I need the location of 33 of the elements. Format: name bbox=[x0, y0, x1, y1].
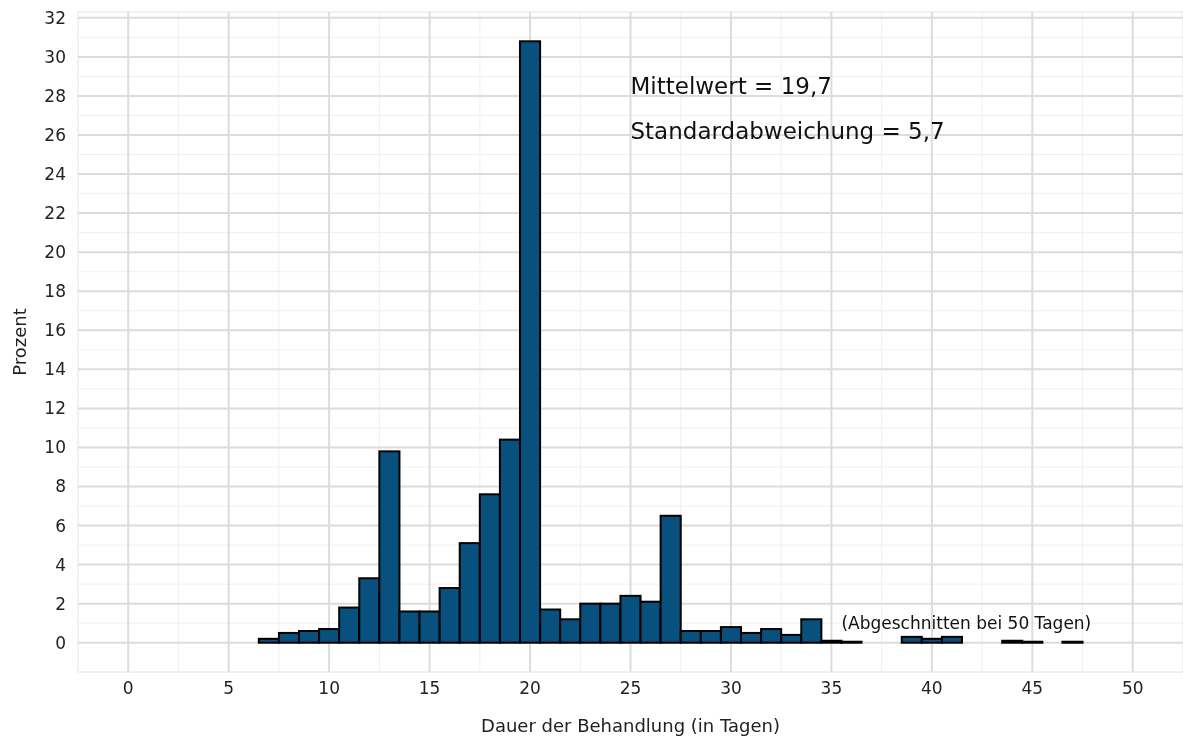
y-tick-label: 6 bbox=[55, 515, 66, 536]
y-tick-label: 32 bbox=[44, 7, 66, 28]
y-tick-label: 20 bbox=[44, 242, 66, 263]
x-tick-label: 30 bbox=[720, 678, 742, 698]
y-tick-label: 0 bbox=[55, 632, 66, 653]
x-tick-label: 50 bbox=[1121, 678, 1144, 698]
y-tick-label: 10 bbox=[44, 437, 66, 458]
y-axis-title: Prozent bbox=[9, 308, 30, 376]
annotation: (Abgeschnitten bei 50 Tagen) bbox=[841, 613, 1092, 634]
y-tick-label: 16 bbox=[44, 320, 66, 341]
x-tick-label: 0 bbox=[122, 678, 134, 698]
y-tick-label: 12 bbox=[44, 398, 66, 419]
x-tick-label: 25 bbox=[619, 678, 642, 698]
x-axis-title: Dauer der Behandlung (in Tagen) bbox=[481, 715, 780, 736]
y-tick-label: 18 bbox=[44, 281, 66, 302]
annotation: Standardabweichung = 5,7 bbox=[630, 117, 945, 144]
x-tick-label: 10 bbox=[318, 678, 340, 698]
y-tick-label: 4 bbox=[55, 554, 66, 575]
x-tick-label: 45 bbox=[1021, 678, 1044, 698]
y-tick-label: 22 bbox=[44, 203, 66, 224]
y-tick-label: 2 bbox=[55, 593, 66, 614]
x-tick-label: 20 bbox=[519, 678, 541, 698]
y-tick-label: 14 bbox=[44, 359, 66, 380]
y-tick-label: 24 bbox=[44, 164, 66, 185]
x-tick-label: 40 bbox=[921, 678, 943, 698]
annotation: Mittelwert = 19,7 bbox=[630, 73, 832, 100]
x-tick-label: 15 bbox=[418, 678, 441, 698]
y-tick-label: 30 bbox=[44, 46, 66, 67]
y-tick-label: 8 bbox=[55, 476, 66, 497]
x-tick-label: 35 bbox=[820, 678, 843, 698]
y-tick-label: 28 bbox=[44, 85, 66, 106]
x-tick-label: 5 bbox=[223, 678, 235, 698]
y-tick-label: 26 bbox=[44, 125, 66, 146]
